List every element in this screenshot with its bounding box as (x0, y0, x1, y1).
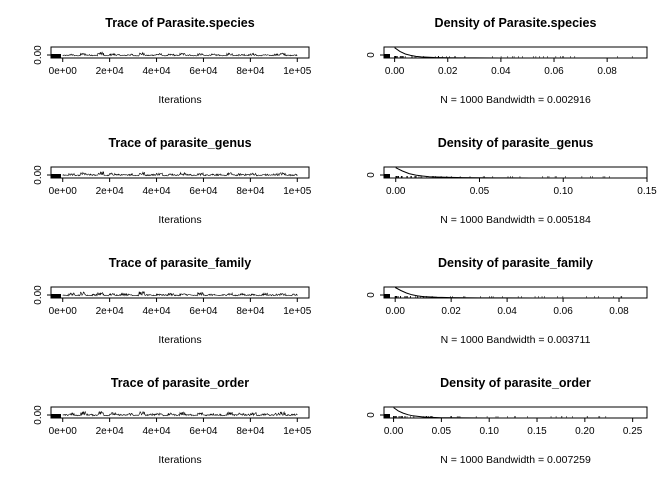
trace-plot-frame (50, 286, 310, 299)
x-tick-label: 0e+00 (49, 306, 78, 317)
x-tick-label: 0e+00 (49, 426, 78, 437)
x-tick-label: 0.00 (384, 426, 404, 437)
x-tick-label: 4e+04 (142, 186, 171, 197)
density-panel-2: Density of parasite_genus 0.00 0.05 0.10 0.1… (366, 136, 657, 226)
density-title: Density of Parasite.species (435, 16, 597, 30)
x-tick-label: 0.06 (553, 306, 573, 317)
density-peak-block (384, 174, 390, 178)
x-tick-label: 1e+05 (283, 306, 312, 317)
trace-series-line (62, 171, 298, 177)
x-tick-label: 2e+04 (96, 66, 125, 77)
trace-start-block (51, 174, 61, 178)
trace-xlabel: Iterations (158, 334, 201, 346)
y-tick-label: 0.00 (33, 285, 44, 305)
density-title: Density of parasite_order (440, 376, 591, 390)
x-tick-label: 0.10 (554, 186, 574, 197)
density-panel-1: Density of Parasite.species 0.00 0.02 0.04 0… (366, 16, 648, 106)
y-tick-label: 0.00 (33, 405, 44, 425)
x-tick-label: 6e+04 (189, 306, 218, 317)
x-tick-label: 0.02 (438, 66, 458, 77)
trace-xlabel: Iterations (158, 94, 201, 106)
density-xlabel: N = 1000 Bandwidth = 0.007259 (440, 454, 591, 466)
x-tick-label: 0.25 (623, 426, 643, 437)
x-tick-label: 6e+04 (189, 66, 218, 77)
density-panel-3: Density of parasite_family 0.00 0.02 0.04 0.… (366, 256, 648, 346)
x-tick-label: 6e+04 (189, 186, 218, 197)
trace-title: Trace of Parasite.species (105, 16, 254, 30)
trace-plot-frame (50, 166, 310, 179)
trace-series-line (62, 51, 298, 57)
x-tick-label: 4e+04 (142, 426, 171, 437)
y-tick-label: 0 (366, 292, 377, 298)
x-tick-label: 0.05 (432, 426, 452, 437)
x-tick-label: 0.00 (386, 186, 406, 197)
x-tick-label: 0.20 (575, 426, 595, 437)
trace-title: Trace of parasite_genus (108, 136, 251, 150)
density-peak-block (384, 414, 390, 418)
trace-panel-1: Trace of Parasite.species 0e+00 2e+04 4e+04… (33, 16, 312, 106)
x-tick-label: 0.04 (497, 306, 517, 317)
trace-start-block (51, 294, 61, 298)
trace-xlabel: Iterations (158, 214, 201, 226)
x-tick-label: 4e+04 (142, 306, 171, 317)
x-tick-label: 0.00 (385, 306, 405, 317)
density-peak-block (384, 294, 390, 298)
x-tick-label: 0.02 (441, 306, 461, 317)
x-tick-label: 1e+05 (283, 186, 312, 197)
trace-plot-frame (50, 46, 310, 59)
x-tick-label: 2e+04 (96, 426, 125, 437)
x-tick-label: 6e+04 (189, 426, 218, 437)
x-tick-label: 8e+04 (236, 66, 265, 77)
density-xlabel: N = 1000 Bandwidth = 0.003711 (441, 334, 591, 346)
x-tick-label: 0.15 (527, 426, 547, 437)
x-tick-label: 0e+00 (49, 66, 78, 77)
trace-xlabel: Iterations (158, 454, 201, 466)
trace-title: Trace of parasite_order (111, 376, 249, 390)
trace-start-block (51, 54, 61, 58)
y-tick-label: 0.00 (33, 165, 44, 185)
x-tick-label: 2e+04 (96, 306, 125, 317)
trace-series-line (62, 410, 298, 417)
x-tick-label: 0.10 (479, 426, 499, 437)
x-tick-label: 0.04 (491, 66, 511, 77)
trace-panel-3: Trace of parasite_family 0e+00 2e+04 4e+04 6… (33, 256, 312, 346)
y-tick-label: 0 (366, 172, 377, 178)
x-tick-label: 0.06 (544, 66, 564, 77)
x-tick-label: 0.08 (609, 306, 629, 317)
x-tick-label: 8e+04 (236, 306, 265, 317)
x-tick-label: 0.00 (385, 66, 405, 77)
density-title: Density of parasite_genus (438, 136, 594, 150)
y-tick-label: 0 (366, 412, 377, 418)
density-xlabel: N = 1000 Bandwidth = 0.002916 (440, 94, 591, 106)
y-tick-label: 0 (366, 52, 377, 58)
x-tick-label: 4e+04 (142, 66, 171, 77)
x-tick-label: 0.05 (470, 186, 490, 197)
trace-title: Trace of parasite_family (109, 256, 251, 270)
density-panel-4: Density of parasite_order 0.00 0.05 0.10 0.1… (366, 376, 648, 466)
x-tick-label: 0.15 (637, 186, 657, 197)
density-peak-block (384, 54, 390, 58)
x-tick-label: 8e+04 (236, 186, 265, 197)
trace-panel-4: Trace of parasite_order 0e+00 2e+04 4e+04 6e… (33, 376, 312, 466)
x-tick-label: 1e+05 (283, 66, 312, 77)
y-tick-label: 0.00 (33, 45, 44, 65)
density-title: Density of parasite_family (438, 256, 593, 270)
x-tick-label: 1e+05 (283, 426, 312, 437)
x-tick-label: 0e+00 (49, 186, 78, 197)
trace-start-block (51, 414, 61, 418)
density-curve (393, 407, 633, 419)
density-xlabel: N = 1000 Bandwidth = 0.005184 (440, 214, 591, 226)
trace-series-line (62, 291, 298, 297)
x-tick-label: 2e+04 (96, 186, 125, 197)
trace-panel-2: Trace of parasite_genus 0e+00 2e+04 4e+04 6e… (33, 136, 312, 226)
x-tick-label: 8e+04 (236, 426, 265, 437)
x-tick-label: 0.08 (597, 66, 617, 77)
